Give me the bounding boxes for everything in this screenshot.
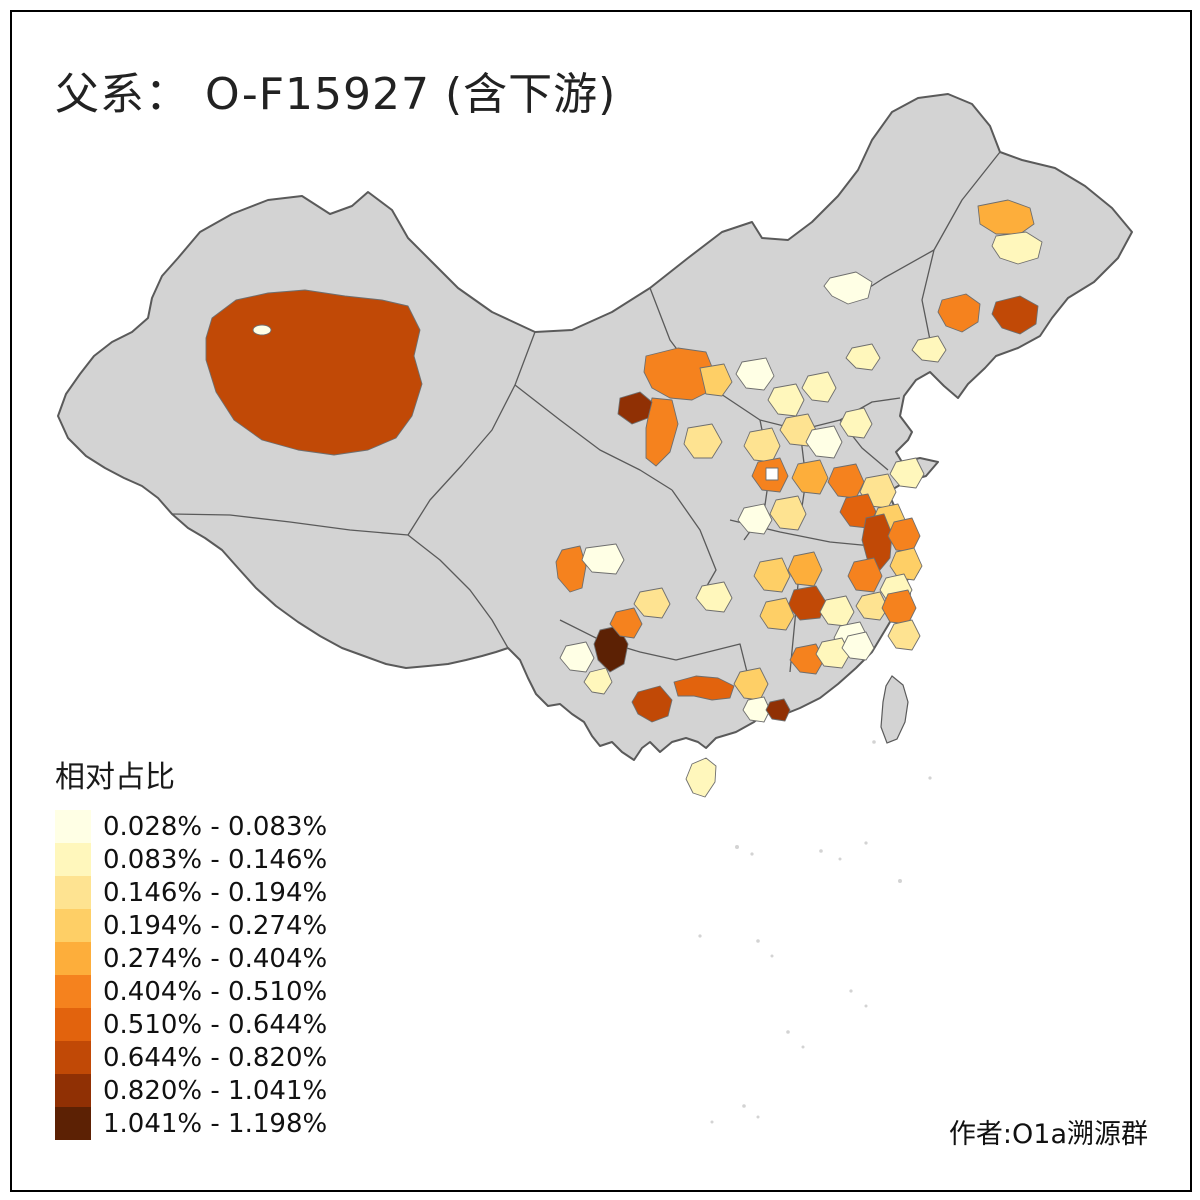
- prefecture-region: [805, 425, 843, 459]
- prefecture-region: [823, 271, 873, 305]
- legend-label: 0.028% - 0.083%: [103, 811, 328, 842]
- prefecture-region: [889, 457, 925, 489]
- legend-label: 0.083% - 0.146%: [103, 844, 328, 875]
- south-china-sea-islands: [698, 740, 932, 1124]
- prefecture-enclave: [252, 324, 272, 336]
- prefecture-region: [699, 363, 733, 397]
- prefecture-region: [753, 557, 791, 593]
- prefecture-region: [847, 557, 883, 593]
- prefecture-region: [855, 591, 889, 621]
- page-title: 父系： O-F15927 (含下游): [55, 69, 617, 120]
- prefecture-enclave: [765, 467, 779, 481]
- legend-swatch: [55, 942, 91, 975]
- prefecture-region: [643, 347, 715, 401]
- legend-row: 0.820% - 1.041%: [55, 1074, 385, 1107]
- legend-label: 0.274% - 0.404%: [103, 943, 328, 974]
- legend-label: 0.510% - 0.644%: [103, 1009, 328, 1040]
- legend-title: 相对占比: [55, 760, 175, 795]
- legend-row: 0.510% - 0.644%: [55, 1008, 385, 1041]
- prefecture-region: [841, 631, 875, 661]
- legend-swatch: [55, 1074, 91, 1107]
- prefecture-region: [991, 295, 1039, 335]
- prefecture-region: [583, 667, 613, 695]
- china-outline: [57, 93, 1133, 761]
- legend-swatch: [55, 909, 91, 942]
- legend-label: 0.820% - 1.041%: [103, 1075, 328, 1106]
- prefecture-region: [609, 607, 643, 639]
- prefecture-region: [861, 513, 893, 571]
- prefecture-region: [937, 293, 981, 333]
- legend-row: 0.028% - 0.083%: [55, 810, 385, 843]
- prefecture-region: [789, 643, 825, 675]
- prefecture-region: [673, 675, 735, 701]
- legend-swatch: [55, 1041, 91, 1074]
- prefecture-region: [683, 423, 723, 459]
- prefecture-region: [631, 685, 673, 723]
- prefecture-hainan: [685, 757, 717, 798]
- prefecture-region: [695, 581, 733, 613]
- legend-swatch: [55, 975, 91, 1008]
- prefecture-region: [977, 199, 1035, 235]
- prefecture-region: [815, 637, 851, 669]
- legend-row: 0.146% - 0.194%: [55, 876, 385, 909]
- prefecture-region: [911, 335, 947, 363]
- prefecture-region: [737, 503, 773, 535]
- prefecture-region: [889, 547, 923, 581]
- legend-row: 0.083% - 0.146%: [55, 843, 385, 876]
- taiwan-island: [880, 675, 909, 744]
- legend-swatch: [55, 876, 91, 909]
- prefecture-region: [559, 641, 595, 673]
- author-credit: 作者:O1a溯源群: [948, 1119, 1148, 1150]
- prefecture-region: [991, 231, 1043, 265]
- legend-row: 1.041% - 1.198%: [55, 1107, 385, 1140]
- legend-label: 0.194% - 0.274%: [103, 910, 328, 941]
- legend-row: 0.274% - 0.404%: [55, 942, 385, 975]
- prefecture-region: [887, 619, 921, 651]
- legend-row: 0.644% - 0.820%: [55, 1041, 385, 1074]
- prefecture-region: [779, 413, 817, 447]
- legend-swatch: [55, 1008, 91, 1041]
- colored-prefectures: [205, 199, 1043, 798]
- legend-label: 0.146% - 0.194%: [103, 877, 328, 908]
- prefecture-region: [645, 397, 679, 467]
- prefecture-region: [742, 696, 771, 723]
- legend-swatch: [55, 1107, 91, 1140]
- prefecture-region: [839, 407, 873, 439]
- prefecture-region: [633, 587, 671, 619]
- prefecture-region: [555, 545, 587, 593]
- prefecture-region: [581, 543, 625, 575]
- prefecture-region: [845, 343, 881, 371]
- legend-row: 0.194% - 0.274%: [55, 909, 385, 942]
- prefecture-region: [769, 495, 807, 531]
- prefecture-region: [617, 391, 653, 425]
- prefecture-region: [765, 698, 791, 722]
- legend-label: 0.644% - 0.820%: [103, 1042, 328, 1073]
- legend-row: 0.404% - 0.510%: [55, 975, 385, 1008]
- legend-label: 0.404% - 0.510%: [103, 976, 328, 1007]
- prefecture-region: [801, 371, 837, 403]
- legend-label: 1.041% - 1.198%: [103, 1108, 328, 1139]
- prefecture-region: [791, 459, 829, 495]
- legend-swatch: [55, 843, 91, 876]
- legend: 相对占比 0.028% - 0.083% 0.083% - 0.146% 0.1…: [55, 752, 385, 1140]
- prefecture-region: [759, 597, 795, 631]
- legend-swatch: [55, 810, 91, 843]
- prefecture-region: [735, 357, 775, 391]
